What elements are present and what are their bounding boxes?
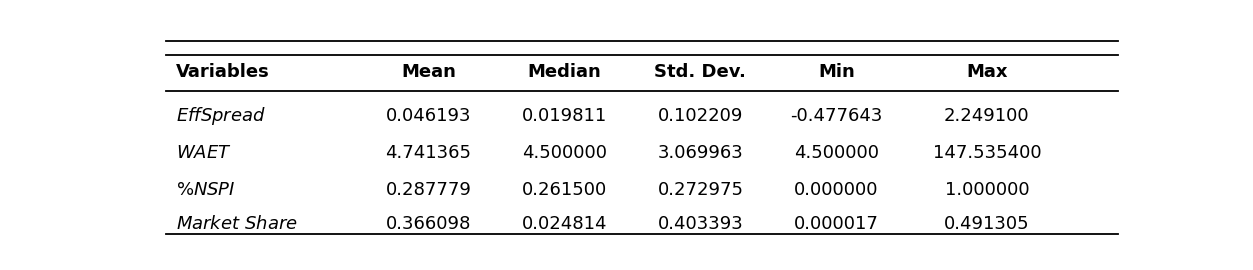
Text: 0.024814: 0.024814 — [521, 215, 608, 233]
Text: 4.500000: 4.500000 — [794, 144, 878, 162]
Text: 0.272975: 0.272975 — [658, 181, 743, 200]
Text: Variables: Variables — [175, 63, 269, 81]
Text: 0.261500: 0.261500 — [521, 181, 608, 200]
Text: 147.535400: 147.535400 — [932, 144, 1041, 162]
Text: 0.491305: 0.491305 — [944, 215, 1030, 233]
Text: 0.102209: 0.102209 — [658, 107, 743, 124]
Text: 0.000017: 0.000017 — [794, 215, 878, 233]
Text: 0.046193: 0.046193 — [386, 107, 471, 124]
Text: $Market\ Share$: $Market\ Share$ — [175, 215, 298, 233]
Text: 0.403393: 0.403393 — [658, 215, 743, 233]
Text: Median: Median — [528, 63, 601, 81]
Text: Max: Max — [966, 63, 1007, 81]
Text: $EffSpread$: $EffSpread$ — [175, 104, 266, 127]
Text: -0.477643: -0.477643 — [791, 107, 882, 124]
Text: 2.249100: 2.249100 — [944, 107, 1030, 124]
Text: 0.019811: 0.019811 — [521, 107, 608, 124]
Text: 4.500000: 4.500000 — [523, 144, 606, 162]
Text: $\%NSPI$: $\%NSPI$ — [175, 181, 236, 200]
Text: Mean: Mean — [401, 63, 456, 81]
Text: 3.069963: 3.069963 — [658, 144, 743, 162]
Text: Std. Dev.: Std. Dev. — [654, 63, 747, 81]
Text: 4.741365: 4.741365 — [386, 144, 471, 162]
Text: 0.366098: 0.366098 — [386, 215, 471, 233]
Text: Min: Min — [818, 63, 855, 81]
Text: 0.000000: 0.000000 — [794, 181, 878, 200]
Text: $WAET$: $WAET$ — [175, 144, 232, 162]
Text: 1.000000: 1.000000 — [945, 181, 1029, 200]
Text: 0.287779: 0.287779 — [386, 181, 471, 200]
